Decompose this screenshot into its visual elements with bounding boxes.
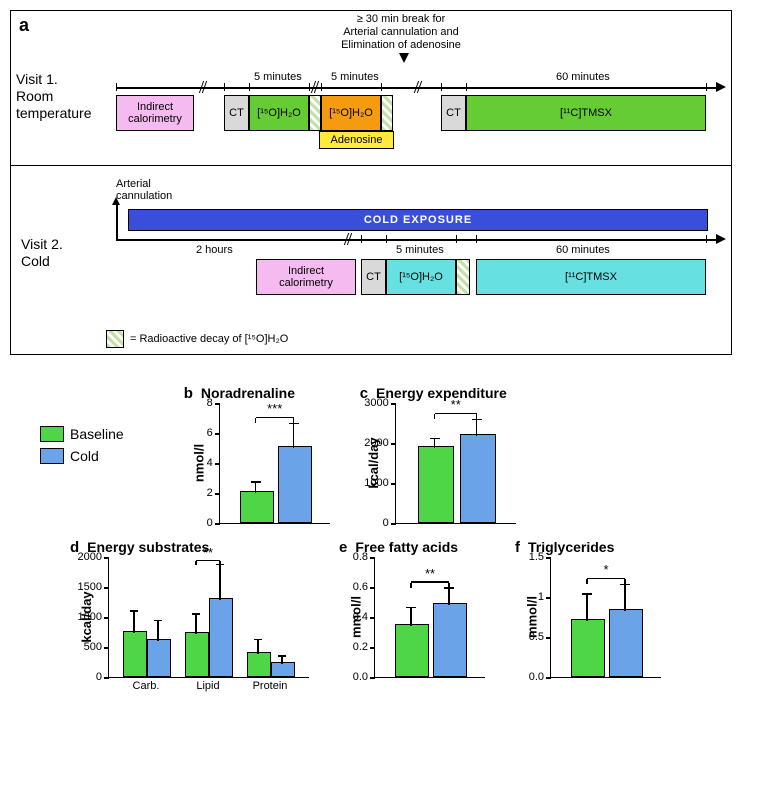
dur-2h: 2 hours [196, 244, 233, 256]
dur-5min: 5 minutes [396, 244, 444, 256]
decay-block [381, 95, 393, 131]
tmsx-block: [¹¹C]TMSX [466, 95, 706, 131]
cold-exposure-block: COLD EXPOSURE [128, 209, 708, 231]
legend-swatch-cold [40, 448, 64, 464]
tmsx-block: [¹¹C]TMSX [476, 259, 706, 295]
arterial-cannulation-label: Arterial cannulation [116, 178, 172, 202]
chart-b: bNoradrenaline02468nmol/l*** [174, 385, 330, 524]
legend-decay: = Radioactive decay of [¹⁵O]H₂O [106, 330, 288, 348]
indirect-calorimetry-block: Indirect calorimetry [116, 95, 194, 131]
visit1-timeline: 5 minutes 5 minutes 60 minutes Indirect … [116, 15, 721, 155]
visit2-label: Visit 2. Cold [21, 236, 63, 270]
up-arrow-icon [112, 197, 120, 205]
chart-f: fTriglycerides0.00.511.5mmol/l* [505, 539, 661, 678]
visit1-label: Visit 1. Room temperature [16, 71, 91, 121]
ct-block-2: CT [441, 95, 466, 131]
adenosine-block: Adenosine [319, 131, 394, 149]
o15-block: [¹⁵O]H₂O [386, 259, 456, 295]
dur-5min-2: 5 minutes [331, 71, 379, 83]
visit2-timeline: Arterial cannulation COLD EXPOSURE 2 hou… [116, 174, 721, 344]
dur-60min: 60 minutes [556, 71, 610, 83]
chart-c: cEnergy expenditure0100020003000kcal/day… [350, 385, 516, 524]
chart-e: eFree fatty acids0.00.20.40.60.8mmol/l** [329, 539, 485, 678]
indirect-calorimetry-block: Indirect calorimetry [256, 259, 356, 295]
axis-line [116, 239, 716, 241]
legend-baseline-cold: Baseline Cold [40, 426, 124, 464]
ct-block: CT [224, 95, 249, 131]
dur-60min: 60 minutes [556, 244, 610, 256]
visit2-row: Visit 2. Cold Arterial cannulation COLD … [11, 166, 731, 354]
panel-a: a ≥ 30 min break for Arterial cannulatio… [10, 10, 732, 355]
o15-block-1: [¹⁵O]H₂O [249, 95, 309, 131]
decay-block [309, 95, 321, 131]
ct-block: CT [361, 259, 386, 295]
chart-d: dEnergy substrates0500100015002000kcal/d… [60, 539, 309, 678]
decay-block [456, 259, 470, 295]
arterial-tick [116, 201, 118, 239]
arrow-right-icon [716, 234, 726, 244]
legend-cold: Cold [40, 448, 124, 464]
break-text: ≥ 30 min break for Arterial cannulation … [371, 0, 551, 3]
dur-5min-1: 5 minutes [254, 71, 302, 83]
legend-baseline: Baseline [40, 426, 124, 442]
o15-block-2: [¹⁵O]H₂O [321, 95, 381, 131]
visit1-row: ≥ 30 min break for Arterial cannulation … [11, 11, 731, 166]
arrow-right-icon [716, 82, 726, 92]
legend-swatch-baseline [40, 426, 64, 442]
charts-row-1: Baseline Cold bNoradrenaline02468nmol/l*… [40, 385, 767, 524]
charts-row-2: dEnergy substrates0500100015002000kcal/d… [60, 539, 767, 678]
